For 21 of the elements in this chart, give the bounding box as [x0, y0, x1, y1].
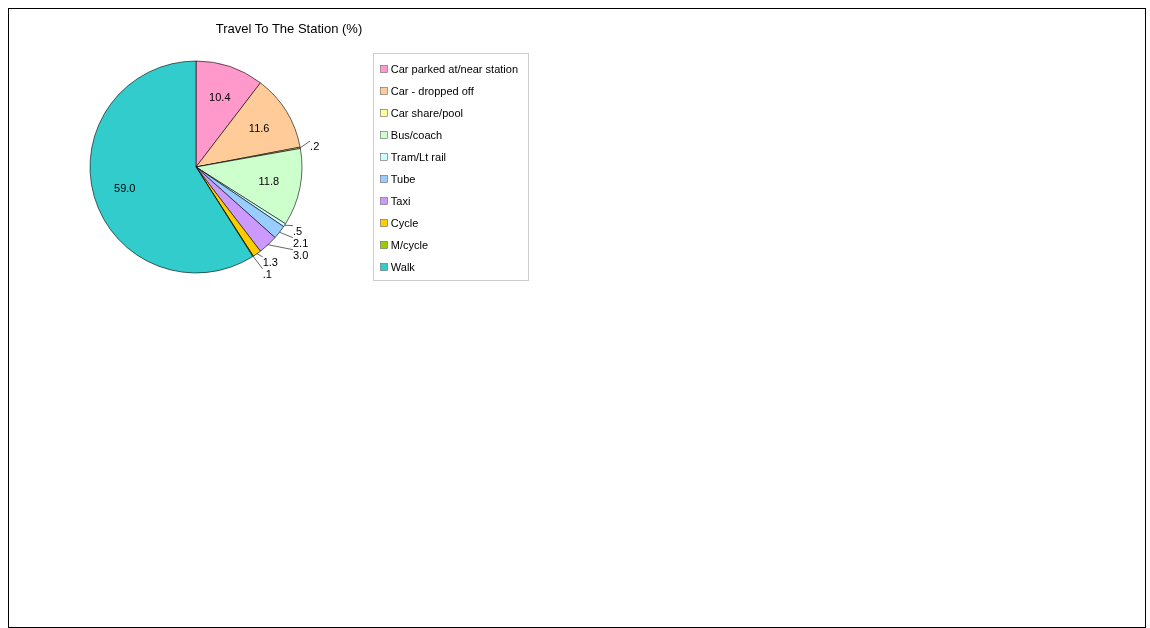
legend-label: M/cycle: [390, 239, 429, 251]
legend-label: Taxi: [390, 195, 411, 207]
legend-label: Tram/Lt rail: [390, 151, 447, 163]
legend-label: Car parked at/near station: [390, 63, 518, 75]
legend-label: Tube: [390, 173, 416, 185]
data-label: 1.3: [262, 255, 278, 268]
legend-label: Walk: [390, 261, 415, 273]
data-label: .1: [262, 267, 272, 280]
data-label: 3.0: [292, 248, 309, 261]
legend-label: Car share/pool: [390, 107, 463, 119]
legend-label: Cycle: [390, 217, 419, 229]
data-label: 2.1: [292, 236, 309, 249]
data-label: 11.6: [248, 122, 270, 135]
chart-title: Travel To The Station (%): [214, 21, 364, 36]
data-label: 10.4: [209, 90, 231, 103]
data-label: .2: [310, 139, 320, 152]
legend-label: Bus/coach: [390, 129, 443, 141]
legend-label: Car - dropped off: [390, 85, 474, 97]
data-label: 11.8: [258, 175, 280, 188]
data-label: 59.0: [114, 181, 136, 194]
data-label: .5: [292, 224, 303, 237]
